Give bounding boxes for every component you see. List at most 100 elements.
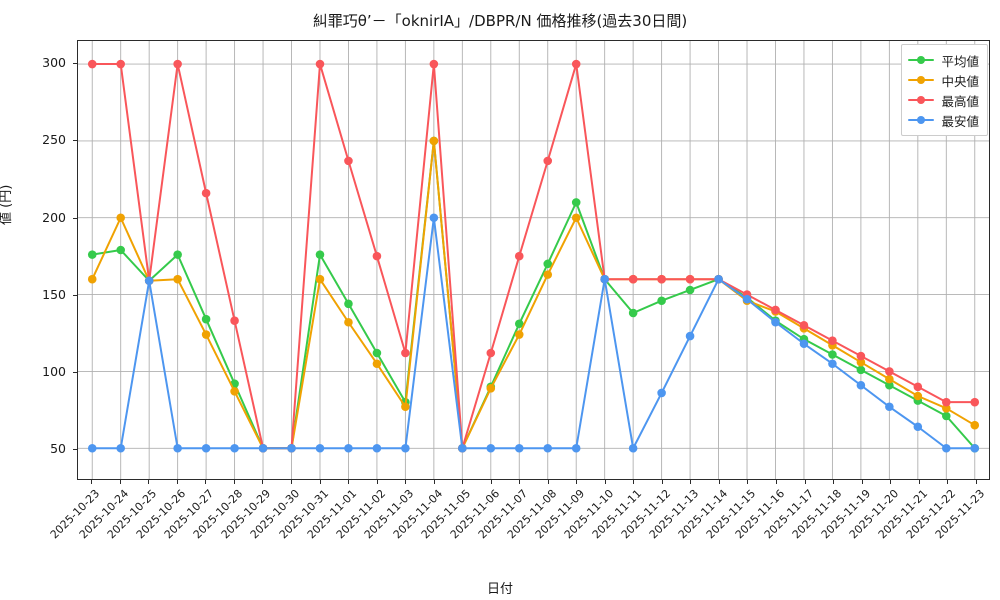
data-point bbox=[514, 443, 524, 453]
data-point bbox=[173, 250, 182, 259]
y-tick-mark bbox=[73, 449, 77, 451]
data-point bbox=[344, 156, 353, 166]
legend-marker-icon bbox=[908, 53, 935, 67]
data-point bbox=[970, 420, 980, 430]
legend-item[interactable]: 最高値 bbox=[908, 90, 979, 110]
data-point bbox=[401, 402, 410, 412]
x-tick-mark bbox=[433, 480, 435, 484]
data-point bbox=[87, 59, 97, 69]
y-tick-label: 300 bbox=[42, 55, 66, 71]
x-tick-mark bbox=[233, 480, 235, 484]
data-point bbox=[514, 251, 524, 261]
data-point bbox=[913, 422, 923, 432]
chart-legend: 平均値 中央値最高値最安値 bbox=[901, 44, 988, 136]
y-axis-label: 値 (円) bbox=[0, 184, 14, 225]
x-tick-mark bbox=[547, 480, 549, 484]
data-point bbox=[885, 374, 894, 384]
data-point bbox=[543, 270, 553, 279]
data-point bbox=[856, 365, 866, 375]
chart-title: 糾罪巧θ’－「oknirIA」/DBPR/N 価格推移(過去30日間) bbox=[312, 12, 688, 30]
data-point bbox=[173, 443, 182, 453]
data-point bbox=[486, 384, 496, 393]
x-tick-mark bbox=[804, 480, 806, 484]
data-point bbox=[714, 274, 723, 284]
y-tick-label: 200 bbox=[42, 209, 66, 225]
x-tick-mark bbox=[319, 480, 321, 484]
legend-label: 最高値 bbox=[941, 93, 979, 109]
y-tick-mark bbox=[73, 63, 77, 65]
x-tick-mark bbox=[119, 480, 121, 484]
data-point bbox=[344, 443, 353, 453]
series-line bbox=[91, 139, 976, 450]
x-tick-mark bbox=[604, 480, 606, 484]
data-point bbox=[628, 443, 638, 453]
data-point bbox=[116, 245, 125, 255]
x-tick-mark bbox=[576, 480, 578, 484]
data-point bbox=[571, 59, 581, 69]
x-tick-mark bbox=[918, 480, 920, 484]
data-point bbox=[372, 348, 382, 358]
data-point bbox=[401, 443, 410, 453]
data-point bbox=[315, 250, 325, 259]
data-point bbox=[514, 330, 524, 339]
x-tick-mark bbox=[890, 480, 892, 484]
data-point bbox=[230, 443, 239, 453]
legend-item[interactable]: 平均値 bbox=[908, 50, 979, 70]
legend-label: 最安値 bbox=[941, 113, 979, 129]
data-point bbox=[116, 59, 125, 69]
x-tick-mark bbox=[348, 480, 350, 484]
data-point bbox=[116, 443, 125, 453]
data-point bbox=[970, 443, 980, 453]
x-tick-mark bbox=[690, 480, 692, 484]
data-point bbox=[315, 274, 325, 284]
legend-item[interactable]: 最安値 bbox=[908, 110, 979, 130]
x-tick-mark bbox=[91, 480, 93, 484]
series-line bbox=[91, 216, 976, 450]
data-point bbox=[230, 387, 239, 396]
x-tick-mark bbox=[519, 480, 521, 484]
y-tick-label: 250 bbox=[42, 132, 66, 148]
data-point bbox=[230, 316, 239, 325]
data-point bbox=[970, 397, 980, 407]
data-point bbox=[885, 402, 894, 412]
data-point bbox=[372, 443, 382, 453]
data-point bbox=[458, 443, 467, 453]
data-point bbox=[799, 339, 809, 349]
legend-item[interactable]: 中央値 bbox=[908, 70, 979, 90]
data-point bbox=[828, 336, 837, 345]
data-point bbox=[856, 357, 866, 367]
x-tick-mark bbox=[262, 480, 264, 484]
data-point bbox=[543, 259, 553, 269]
data-point bbox=[799, 321, 809, 330]
data-point bbox=[201, 330, 211, 339]
x-tick-mark bbox=[148, 480, 150, 484]
data-point bbox=[828, 350, 837, 359]
data-point bbox=[885, 367, 894, 376]
y-tick-label: 150 bbox=[42, 286, 66, 302]
data-point bbox=[571, 213, 581, 223]
x-tick-mark bbox=[633, 480, 635, 484]
x-tick-mark bbox=[861, 480, 863, 484]
data-point bbox=[201, 443, 211, 453]
legend-marker-icon bbox=[908, 93, 935, 107]
data-point bbox=[742, 294, 752, 304]
data-point bbox=[628, 308, 638, 318]
series-lines bbox=[87, 59, 980, 453]
data-point bbox=[287, 443, 296, 453]
data-point bbox=[344, 299, 353, 309]
y-tick-label: 50 bbox=[50, 441, 66, 457]
y-tick-mark bbox=[73, 371, 77, 373]
data-point bbox=[173, 274, 182, 284]
y-tick-mark bbox=[73, 294, 77, 296]
data-point bbox=[685, 285, 695, 295]
data-point bbox=[913, 391, 923, 401]
data-point bbox=[201, 188, 211, 198]
data-point bbox=[685, 274, 695, 284]
data-point bbox=[657, 274, 666, 284]
x-tick-mark bbox=[405, 480, 407, 484]
data-point bbox=[87, 250, 97, 259]
data-point bbox=[657, 296, 666, 306]
data-point bbox=[942, 397, 951, 407]
data-point bbox=[856, 380, 866, 390]
